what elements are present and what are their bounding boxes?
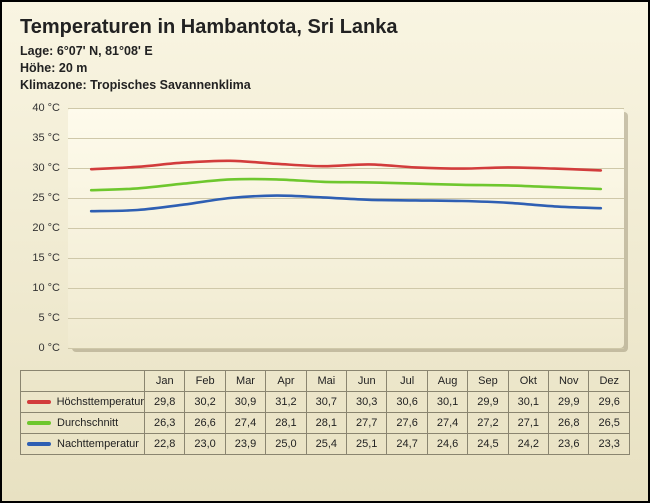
value-cell: 30,2 xyxy=(185,391,225,412)
series-name: Durchschnitt xyxy=(57,417,118,429)
legend-swatch xyxy=(27,421,51,425)
meta-altitude: Höhe: 20 m xyxy=(20,60,630,77)
value-cell: 30,6 xyxy=(387,391,427,412)
value-cell: 27,7 xyxy=(347,412,387,433)
header: Temperaturen in Hambantota, Sri Lanka La… xyxy=(20,16,630,94)
month-header: Jul xyxy=(387,370,427,391)
table-header-row: JanFebMarAprMaiJunJulAugSepOktNovDez xyxy=(21,370,630,391)
value-cell: 27,1 xyxy=(508,412,548,433)
value-cell: 23,0 xyxy=(185,433,225,454)
altitude-label: Höhe: xyxy=(20,61,55,75)
value-cell: 26,6 xyxy=(185,412,225,433)
month-header: Dez xyxy=(589,370,630,391)
value-cell: 27,6 xyxy=(387,412,427,433)
value-cell: 30,7 xyxy=(306,391,346,412)
value-cell: 25,1 xyxy=(347,433,387,454)
data-table-wrap: JanFebMarAprMaiJunJulAugSepOktNovDezHöch… xyxy=(20,370,630,455)
value-cell: 24,2 xyxy=(508,433,548,454)
month-header: Jun xyxy=(347,370,387,391)
value-cell: 31,2 xyxy=(266,391,306,412)
value-cell: 29,9 xyxy=(468,391,508,412)
chart-card: Temperaturen in Hambantota, Sri Lanka La… xyxy=(0,0,650,503)
value-cell: 23,9 xyxy=(225,433,265,454)
value-cell: 28,1 xyxy=(266,412,306,433)
value-cell: 24,7 xyxy=(387,433,427,454)
series-line xyxy=(91,160,601,170)
month-header: Jan xyxy=(145,370,185,391)
altitude-value: 20 m xyxy=(59,61,88,75)
table-corner xyxy=(21,370,145,391)
data-table: JanFebMarAprMaiJunJulAugSepOktNovDezHöch… xyxy=(20,370,630,455)
line-chart: 0 °C5 °C10 °C15 °C20 °C25 °C30 °C35 °C40… xyxy=(20,100,630,360)
month-header: Apr xyxy=(266,370,306,391)
climate-value: Tropisches Savannenklima xyxy=(90,78,251,92)
series-label-cell: Durchschnitt xyxy=(21,412,145,433)
location-value: 6°07' N, 81°08' E xyxy=(57,44,153,58)
location-label: Lage: xyxy=(20,44,53,58)
month-header: Mar xyxy=(225,370,265,391)
value-cell: 24,6 xyxy=(427,433,467,454)
value-cell: 27,4 xyxy=(427,412,467,433)
meta-location: Lage: 6°07' N, 81°08' E xyxy=(20,43,630,60)
value-cell: 30,3 xyxy=(347,391,387,412)
month-header: Nov xyxy=(549,370,589,391)
series-name: Höchsttemperatur xyxy=(57,396,144,408)
climate-label: Klimazone: xyxy=(20,78,87,92)
table-row: Höchsttemperatur29,830,230,931,230,730,3… xyxy=(21,391,630,412)
value-cell: 29,6 xyxy=(589,391,630,412)
legend-swatch xyxy=(27,442,51,446)
chart-lines xyxy=(20,100,630,354)
value-cell: 29,9 xyxy=(549,391,589,412)
meta-climate: Klimazone: Tropisches Savannenklima xyxy=(20,77,630,94)
series-label-cell: Höchsttemperatur xyxy=(21,391,145,412)
value-cell: 23,6 xyxy=(549,433,589,454)
table-row: Durchschnitt26,326,627,428,128,127,727,6… xyxy=(21,412,630,433)
month-header: Aug xyxy=(427,370,467,391)
value-cell: 23,3 xyxy=(589,433,630,454)
value-cell: 25,0 xyxy=(266,433,306,454)
value-cell: 25,4 xyxy=(306,433,346,454)
value-cell: 27,2 xyxy=(468,412,508,433)
title: Temperaturen in Hambantota, Sri Lanka xyxy=(20,16,630,39)
table-row: Nachttemperatur22,823,023,925,025,425,12… xyxy=(21,433,630,454)
series-label-cell: Nachttemperatur xyxy=(21,433,145,454)
series-line xyxy=(91,195,601,211)
value-cell: 22,8 xyxy=(145,433,185,454)
value-cell: 26,3 xyxy=(145,412,185,433)
month-header: Sep xyxy=(468,370,508,391)
value-cell: 30,9 xyxy=(225,391,265,412)
value-cell: 30,1 xyxy=(427,391,467,412)
month-header: Mai xyxy=(306,370,346,391)
value-cell: 30,1 xyxy=(508,391,548,412)
series-name: Nachttemperatur xyxy=(57,438,139,450)
value-cell: 28,1 xyxy=(306,412,346,433)
series-line xyxy=(91,179,601,190)
value-cell: 29,8 xyxy=(145,391,185,412)
month-header: Feb xyxy=(185,370,225,391)
month-header: Okt xyxy=(508,370,548,391)
value-cell: 26,5 xyxy=(589,412,630,433)
legend-swatch xyxy=(27,400,51,404)
value-cell: 26,8 xyxy=(549,412,589,433)
value-cell: 24,5 xyxy=(468,433,508,454)
value-cell: 27,4 xyxy=(225,412,265,433)
